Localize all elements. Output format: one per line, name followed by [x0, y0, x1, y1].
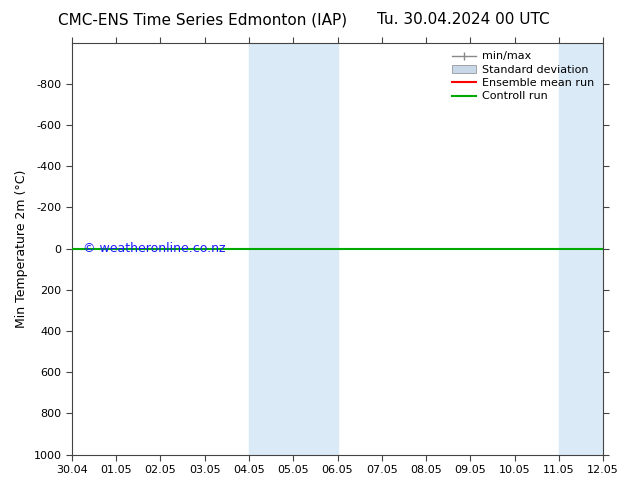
Bar	[559, 43, 603, 455]
Bar	[249, 43, 337, 455]
Text: Tu. 30.04.2024 00 UTC: Tu. 30.04.2024 00 UTC	[377, 12, 549, 27]
Text: © weatheronline.co.nz: © weatheronline.co.nz	[82, 242, 225, 255]
Legend: min/max, Standard deviation, Ensemble mean run, Controll run: min/max, Standard deviation, Ensemble me…	[449, 48, 598, 105]
Y-axis label: Min Temperature 2m (°C): Min Temperature 2m (°C)	[15, 170, 28, 328]
Text: CMC-ENS Time Series Edmonton (IAP): CMC-ENS Time Series Edmonton (IAP)	[58, 12, 347, 27]
